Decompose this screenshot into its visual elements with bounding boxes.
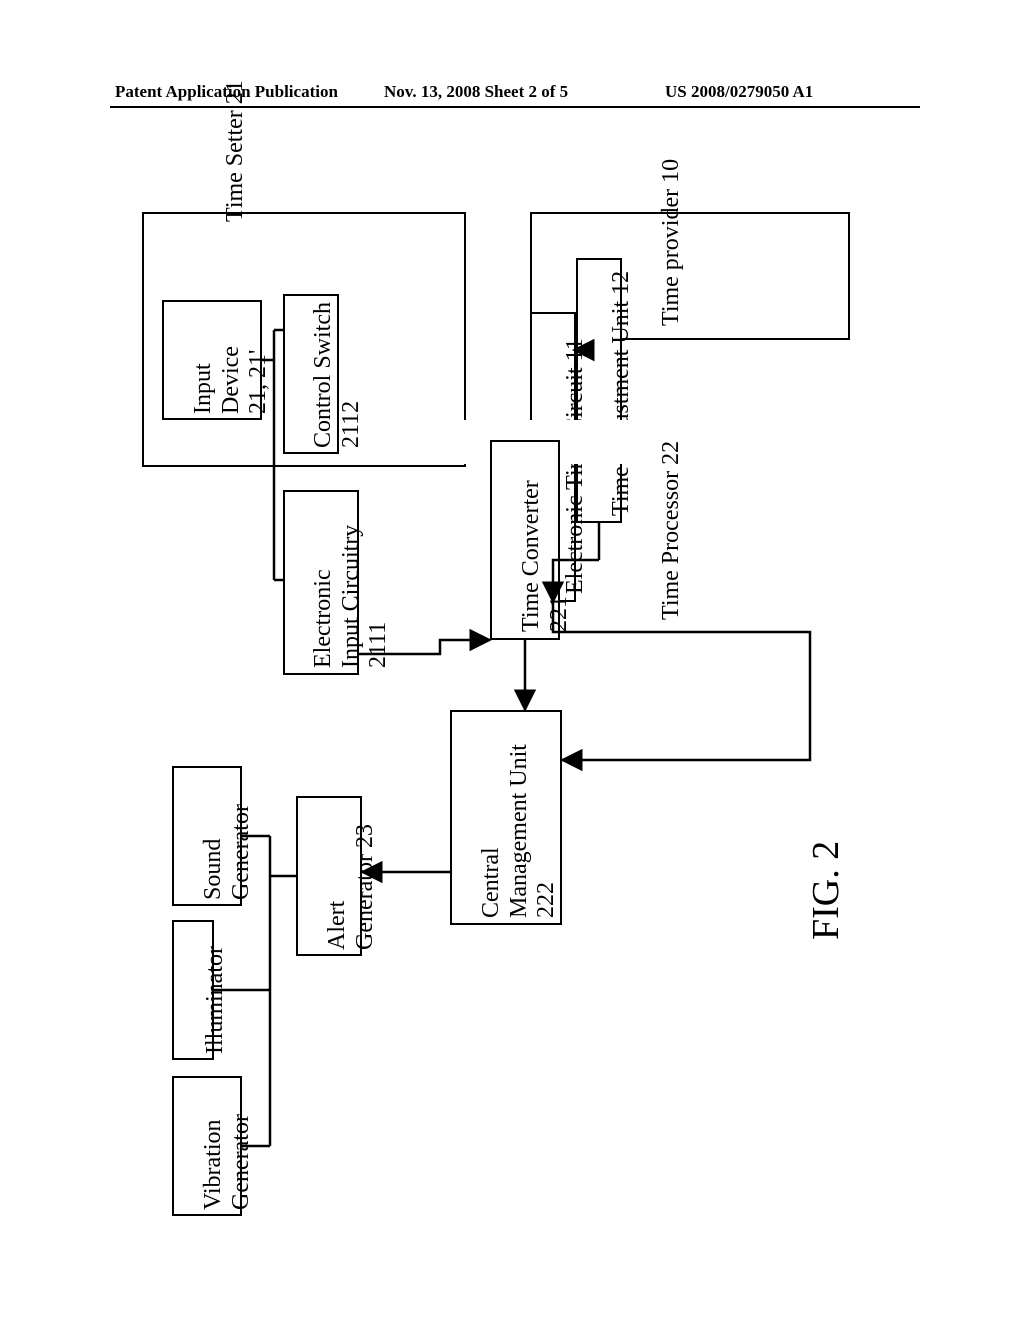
label-cmu-l2: Management Unit <box>506 744 532 918</box>
label-vibration-generator: Vibration Generator <box>200 1070 255 1210</box>
label-central-management-unit: Central Management Unit 222 <box>478 703 561 918</box>
label-sound-generator: Sound Generator <box>200 760 255 900</box>
label-time-adjustment-unit: Time Adjustment Unit 12 <box>608 271 636 516</box>
label-input-device-l3: 21, 21' <box>245 350 271 414</box>
label-control-switch-l1: Control Switch <box>310 302 336 448</box>
label-vib-l2: Generator <box>228 1114 254 1210</box>
label-time-processor: Time Processor 22 <box>658 441 686 620</box>
label-time-provider: Time provider 10 <box>658 159 686 326</box>
label-eic-l3: 2111 <box>365 622 391 668</box>
label-time-converter: Time Converter 221 <box>518 432 573 632</box>
label-time-setter: Time Setter 21 <box>222 80 250 222</box>
label-eic-l1: Electronic <box>310 569 336 668</box>
diagram-stage: Time provider 10 Time Adjustment Unit 12… <box>110 200 920 1210</box>
label-input-device: Input Device 21, 21' <box>190 304 273 414</box>
label-cmu-l3: 222 <box>533 882 559 918</box>
label-vib-l1: Vibration <box>200 1119 226 1210</box>
label-time-converter-l1: Time Converter <box>518 480 544 632</box>
header-right: US 2008/0279050 A1 <box>665 82 813 102</box>
label-electronic-input-circuitry: Electronic Input Circuitry 2111 <box>310 488 393 668</box>
label-control-switch: Control Switch 2112 <box>310 288 365 448</box>
label-sound-l1: Sound <box>200 839 226 900</box>
label-alert-generator: Alert Generator 23 <box>324 790 379 950</box>
label-alert-gen-l2: Generator 23 <box>352 824 378 950</box>
label-input-device-l1: Input <box>190 363 216 414</box>
label-sound-l2: Generator <box>228 804 254 900</box>
label-input-device-l2: Device <box>218 346 244 414</box>
page-root: Patent Application Publication Nov. 13, … <box>0 0 1024 1320</box>
label-cmu-l1: Central <box>478 847 504 918</box>
label-eic-l2: Input Circuitry <box>338 525 364 668</box>
label-time-converter-l2: 221 <box>546 596 572 632</box>
label-illuminator: Illuminator <box>202 946 230 1054</box>
label-alert-gen-l1: Alert <box>324 901 350 950</box>
label-control-switch-l2: 2112 <box>338 401 364 448</box>
header-center: Nov. 13, 2008 Sheet 2 of 5 <box>384 82 568 102</box>
figure-caption: FIG. 2 <box>804 841 848 940</box>
